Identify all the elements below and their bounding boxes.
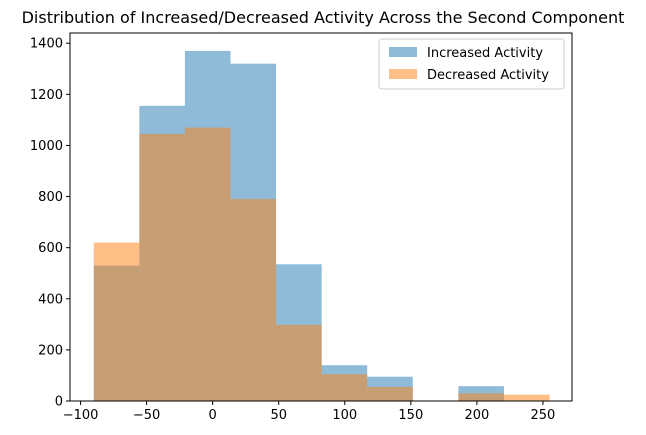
bar-series-1-bin-9 — [503, 394, 550, 401]
y-tick-label: 0 — [55, 395, 63, 410]
plot-frame — [69, 32, 573, 402]
bar-series-1-bin-3 — [230, 199, 277, 401]
y-tick-label: 1200 — [30, 88, 63, 103]
x-tick-label: −50 — [133, 408, 160, 423]
bar-series-1-bin-6 — [367, 386, 413, 401]
x-tick-label: 50 — [270, 408, 287, 423]
bar-series-1-bin-2 — [184, 127, 231, 402]
x-axis: −100 −50 0 50 100 150 200 250 — [63, 401, 556, 423]
bar-series-1-bin-8 — [458, 393, 504, 401]
x-tick-label: 100 — [332, 408, 357, 423]
bars-group — [93, 50, 550, 402]
x-tick-label: 250 — [531, 408, 556, 423]
bar-series-1-bin-5 — [321, 374, 368, 401]
x-tick-label: 150 — [398, 408, 423, 423]
y-tick-label: 1000 — [30, 139, 63, 154]
y-tick-label: 1400 — [30, 37, 63, 52]
y-axis: 0 200 400 600 800 1000 1200 1400 — [30, 37, 70, 410]
legend-label-1: Decreased Activity — [427, 68, 549, 83]
x-tick-label: −100 — [63, 408, 99, 423]
legend-swatch-0 — [389, 47, 417, 57]
y-tick-label: 200 — [38, 343, 63, 358]
x-tick-label: 0 — [209, 408, 217, 423]
bar-series-1-bin-1 — [139, 133, 185, 401]
y-tick-label: 400 — [38, 292, 63, 307]
y-tick-label: 800 — [38, 190, 63, 205]
legend-label-0: Increased Activity — [427, 46, 543, 61]
legend-box — [378, 38, 565, 90]
legend: Increased Activity Decreased Activity — [378, 38, 565, 90]
legend-swatch-1 — [389, 69, 417, 79]
chart-title: Distribution of Increased/Decreased Acti… — [22, 8, 625, 27]
bar-series-1-bin-0 — [93, 242, 140, 401]
x-tick-label: 200 — [464, 408, 489, 423]
bar-series-1-bin-4 — [276, 324, 322, 401]
y-tick-label: 600 — [38, 241, 63, 256]
